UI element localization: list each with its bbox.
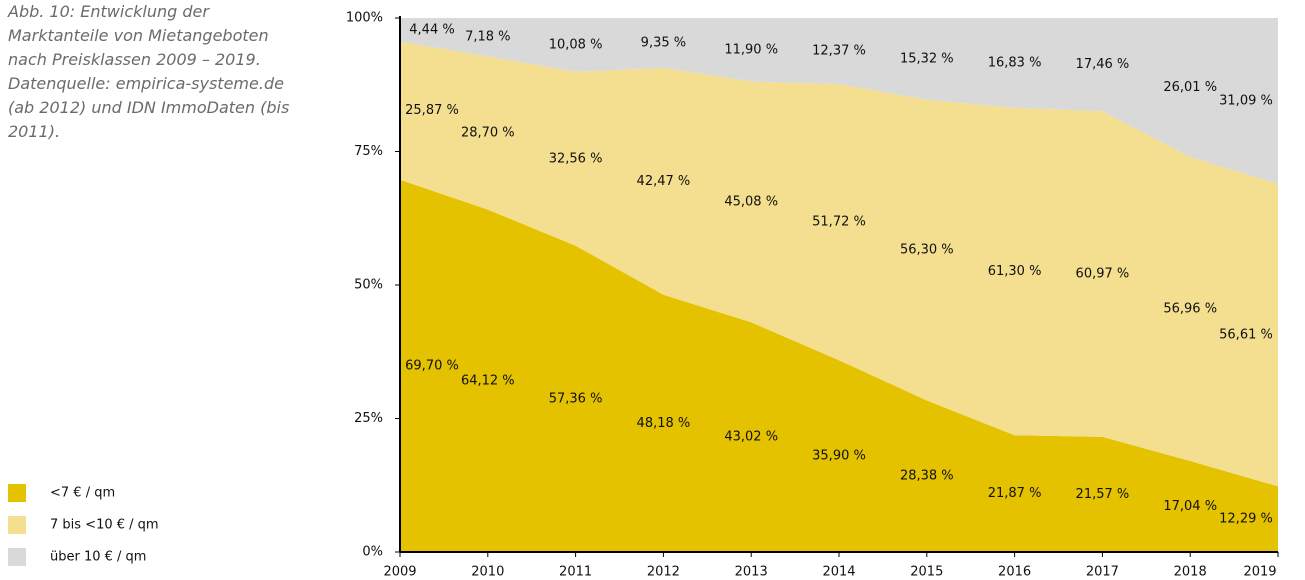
data-label: 12,37 % xyxy=(812,44,866,59)
y-tick-label: 75% xyxy=(354,144,383,159)
data-label: 60,97 % xyxy=(1076,267,1130,282)
legend-label: <7 € / qm xyxy=(50,486,115,501)
data-label: 43,02 % xyxy=(724,430,778,445)
data-label: 12,29 % xyxy=(1219,512,1273,527)
y-tick-label: 100% xyxy=(346,11,383,26)
data-label: 31,09 % xyxy=(1219,94,1273,109)
data-label: 56,96 % xyxy=(1163,301,1217,316)
data-label: 10,08 % xyxy=(549,37,603,52)
data-label: 4,44 % xyxy=(409,22,454,37)
data-label: 51,72 % xyxy=(812,215,866,230)
data-label: 21,57 % xyxy=(1076,487,1130,502)
data-label: 21,87 % xyxy=(988,486,1042,501)
legend-swatch xyxy=(8,548,26,566)
area xyxy=(400,41,1278,487)
data-label: 25,87 % xyxy=(405,103,459,118)
data-label: 35,90 % xyxy=(812,449,866,464)
data-label: 17,46 % xyxy=(1076,57,1130,72)
area xyxy=(400,17,1278,185)
x-tick-label: 2015 xyxy=(910,565,943,580)
legend-swatch xyxy=(8,516,26,534)
x-tick-label: 2016 xyxy=(998,565,1031,580)
data-label: 7,18 % xyxy=(465,30,510,45)
x-tick-label: 2011 xyxy=(559,565,592,580)
x-tick-label: 2012 xyxy=(647,565,680,580)
data-label: 56,61 % xyxy=(1219,328,1273,343)
data-label: 28,38 % xyxy=(900,469,954,484)
data-label: 56,30 % xyxy=(900,243,954,258)
data-label: 57,36 % xyxy=(549,391,603,406)
y-tick-label: 25% xyxy=(354,411,383,426)
legend-label: über 10 € / qm xyxy=(50,550,146,565)
data-label: 64,12 % xyxy=(461,373,515,388)
data-label: 15,32 % xyxy=(900,51,954,66)
data-label: 69,70 % xyxy=(405,358,459,373)
data-label: 26,01 % xyxy=(1163,80,1217,95)
chart-title: Abb. 10: Entwicklung der Marktanteile vo… xyxy=(8,2,290,141)
data-label: 11,90 % xyxy=(724,42,778,57)
x-tick-label: 2010 xyxy=(471,565,504,580)
x-tick-label: 2014 xyxy=(822,565,855,580)
data-label: 48,18 % xyxy=(637,416,691,431)
x-tick-label: 2019 xyxy=(1243,565,1276,580)
data-label: 16,83 % xyxy=(988,55,1042,70)
x-tick-label: 2013 xyxy=(735,565,768,580)
x-tick-label: 2009 xyxy=(383,565,416,580)
x-tick-label: 2018 xyxy=(1174,565,1207,580)
y-tick-label: 50% xyxy=(354,278,383,293)
data-label: 9,35 % xyxy=(641,35,686,50)
data-label: 32,56 % xyxy=(549,151,603,166)
data-label: 42,47 % xyxy=(637,174,691,189)
data-label: 28,70 % xyxy=(461,125,515,140)
data-label: 61,30 % xyxy=(988,264,1042,279)
data-label: 17,04 % xyxy=(1163,499,1217,514)
area xyxy=(400,179,1278,552)
data-label: 45,08 % xyxy=(724,194,778,209)
x-tick-label: 2017 xyxy=(1086,565,1119,580)
legend-swatch xyxy=(8,484,26,502)
y-tick-label: 0% xyxy=(362,545,383,560)
legend-label: 7 bis <10 € / qm xyxy=(50,518,159,533)
